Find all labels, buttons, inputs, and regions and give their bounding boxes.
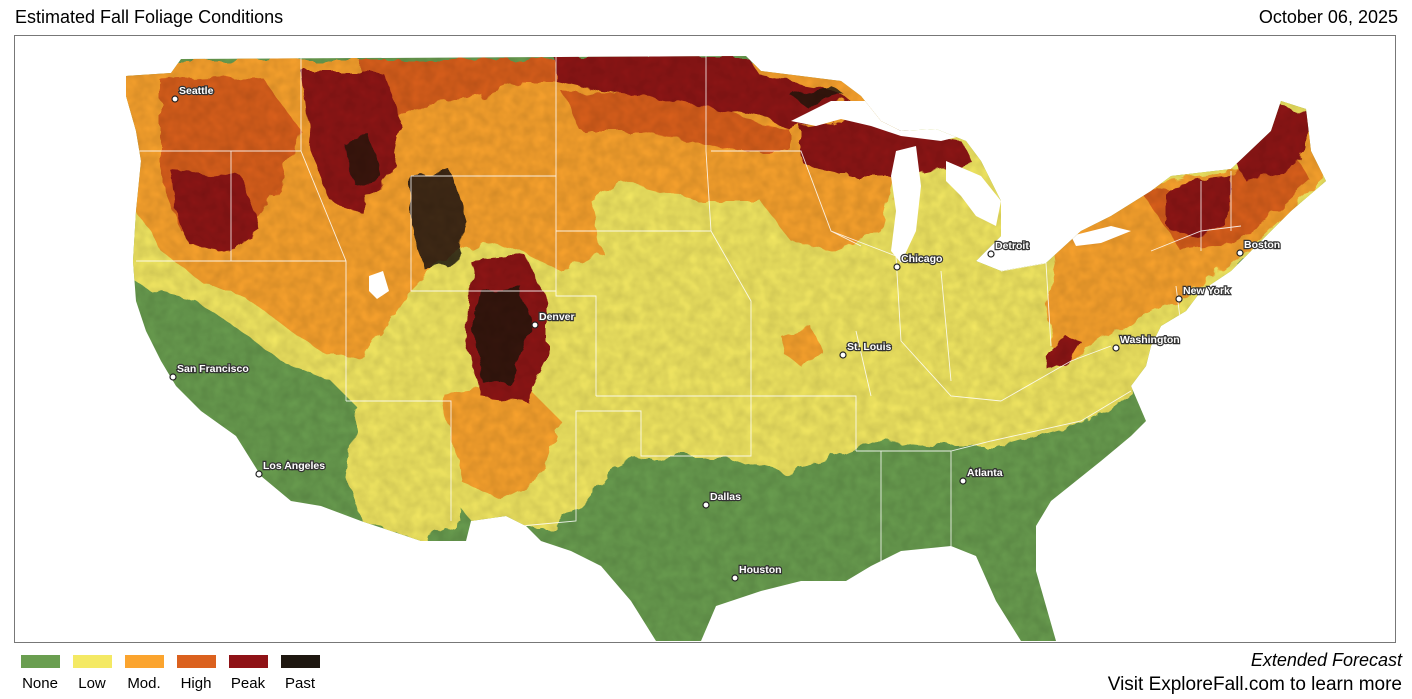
state-borders [136,56,1242,561]
legend: None Low Mod. High Peak Past [14,655,326,692]
city-chicago[interactable]: Chicago [893,252,944,271]
city-label: Boston [1244,239,1280,251]
city-san-francisco[interactable]: San Francisco [169,362,250,381]
great-salt-lake [369,271,389,299]
city-marker-icon [255,470,263,478]
legend-swatch [20,655,60,668]
city-marker-icon [702,501,710,509]
city-label: Seattle [179,85,214,97]
lake-huron [946,161,1001,226]
legend-item-low: Low [66,655,118,692]
city-label: Atlanta [967,467,1003,479]
legend-item-none: None [14,655,66,692]
city-marker-icon [169,373,177,381]
city-label: Detroit [995,240,1029,252]
legend-label: Low [78,675,106,692]
city-marker-icon [531,321,539,329]
city-denver[interactable]: Denver [531,310,576,329]
city-marker-icon [731,574,739,582]
foliage-map: Seattle San Francisco Los Angeles Denver… [14,35,1396,643]
city-marker-icon [1112,344,1120,352]
extended-forecast-label: Extended Forecast [1250,650,1402,670]
city-marker-icon [1175,295,1183,303]
city-atlanta[interactable]: Atlanta [959,466,1004,485]
city-label: Chicago [901,253,942,265]
legend-label: Mod. [127,675,161,692]
legend-label: Past [284,675,315,692]
city-marker-icon [959,477,967,485]
city-label: Dallas [710,491,741,503]
city-houston[interactable]: Houston [731,563,783,582]
legend-swatch [72,655,112,668]
legend-swatch [124,655,164,668]
legend-swatch [176,655,216,668]
legend-item-moderate: Mod. [118,655,170,692]
city-label: St. Louis [847,341,891,353]
city-label: Los Angeles [263,460,325,472]
city-marker-icon [1236,249,1244,257]
city-detroit[interactable]: Detroit [987,239,1031,258]
city-boston[interactable]: Boston [1236,238,1281,257]
visit-link[interactable]: Visit ExploreFall.com to learn more [1107,674,1402,695]
legend-item-peak: Peak [222,655,274,692]
city-dallas[interactable]: Dallas [702,490,742,509]
city-label: New York [1183,285,1230,297]
legend-item-past: Past [274,655,326,692]
city-label: Washington [1120,334,1180,346]
city-label: Houston [739,564,782,576]
us-map-svg: Seattle San Francisco Los Angeles Denver… [126,56,1326,641]
city-new-york[interactable]: New York [1175,284,1231,303]
legend-label: High [180,675,212,692]
legend-swatch [228,655,268,668]
map-date: October 06, 2025 [1258,7,1398,27]
city-label: San Francisco [177,363,249,375]
city-marker-icon [987,250,995,258]
legend-label: Peak [230,675,266,692]
lake-michigan [891,146,921,263]
lake-superior [791,101,961,141]
city-los-angeles[interactable]: Los Angeles [255,459,326,478]
city-marker-icon [893,263,901,271]
legend-item-high: High [170,655,222,692]
terrain-shading [126,56,1326,641]
city-washington[interactable]: Washington [1112,333,1181,352]
lake-ontario [1071,226,1131,246]
map-title: Estimated Fall Foliage Conditions [15,7,284,27]
city-label: Denver [539,311,575,323]
city-marker-icon [839,351,847,359]
legend-label: None [22,675,58,692]
city-seattle[interactable]: Seattle [171,84,215,103]
legend-swatch [280,655,320,668]
city-st-louis[interactable]: St. Louis [839,340,893,359]
city-marker-icon [171,95,179,103]
